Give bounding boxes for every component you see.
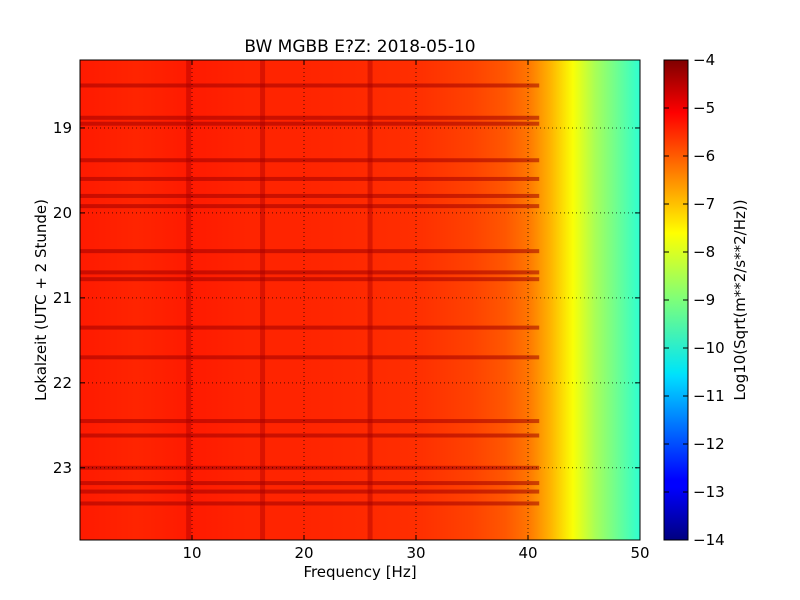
colorbar-tick-label: −14	[693, 531, 725, 549]
y-axis-label: Lokalzeit (UTC + 2 Stunde)	[32, 199, 50, 401]
time-band	[80, 465, 540, 470]
colorbar-tick-label: −5	[693, 99, 715, 117]
colorbar-tick-label: −7	[693, 195, 715, 213]
x-tick-label: 10	[182, 544, 201, 562]
time-bands	[80, 83, 540, 506]
colorbar-ticks: −4 −5 −6 −7 −8 −9 −10 −11 −12 −13 −14	[664, 51, 725, 549]
time-band	[80, 270, 540, 275]
colorbar: −4 −5 −6 −7 −8 −9 −10 −11 −12 −13 −14 Log10(Sqrt(m…	[663, 51, 749, 549]
colorbar-tick-label: −10	[693, 339, 725, 357]
time-band	[80, 419, 540, 424]
time-band	[80, 204, 540, 209]
spectrogram-base	[80, 60, 640, 540]
y-tick-label: 19	[53, 119, 72, 137]
colorbar-tick-label: −13	[693, 483, 725, 501]
x-tick-label: 50	[630, 544, 649, 562]
time-band	[80, 481, 540, 486]
y-tick-label: 23	[53, 459, 72, 477]
time-band	[80, 115, 540, 120]
y-axis-ticks: 19 20 21 22 23	[53, 119, 640, 477]
spectrogram-plot: 10 20 30 40 50 19 20 21 22 23	[53, 59, 650, 562]
time-band	[80, 158, 540, 163]
colorbar-tick-label: −6	[693, 147, 715, 165]
time-band	[80, 355, 540, 360]
time-band	[80, 433, 540, 438]
spectral-line	[186, 60, 192, 540]
x-axis-ticks: 10 20 30 40 50	[182, 60, 650, 562]
time-band	[80, 193, 540, 198]
plot-frame	[79, 59, 641, 541]
time-band	[80, 277, 540, 282]
chart-title: BW MGBB E?Z: 2018-05-10	[244, 37, 475, 57]
spectral-line	[367, 60, 373, 540]
grid-lines	[80, 60, 640, 540]
colorbar-tick-label: −11	[693, 387, 725, 405]
x-tick-label: 40	[518, 544, 537, 562]
time-band	[80, 121, 540, 126]
y-tick-label: 21	[53, 289, 72, 307]
colorbar-tick-label: −9	[693, 291, 715, 309]
spectral-line	[260, 60, 266, 540]
time-band	[80, 501, 540, 506]
colorbar-tick-label: −8	[693, 243, 715, 261]
spectral-lines	[186, 60, 373, 540]
time-band	[80, 325, 540, 330]
colorbar-tick-label: −12	[693, 435, 725, 453]
time-band	[80, 176, 540, 181]
time-band	[80, 83, 540, 88]
y-tick-label: 20	[53, 204, 72, 222]
colorbar-label: Log10(Sqrt(m**2/s**2/Hz))	[731, 199, 749, 400]
colorbar-tick-label: −4	[693, 51, 715, 69]
x-tick-label: 20	[294, 544, 313, 562]
x-tick-label: 30	[406, 544, 425, 562]
y-tick-label: 22	[53, 374, 72, 392]
time-band	[80, 249, 540, 254]
time-band	[80, 489, 540, 494]
x-axis-label: Frequency [Hz]	[303, 563, 416, 581]
